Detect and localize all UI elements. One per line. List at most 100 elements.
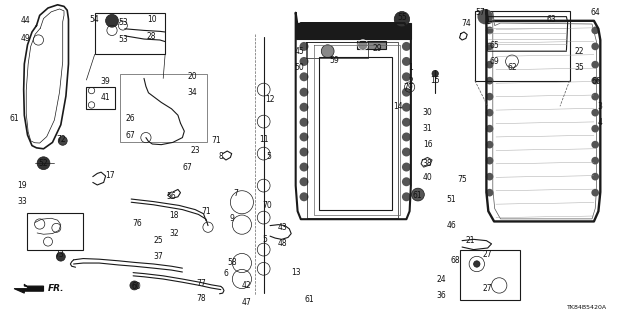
Circle shape [591, 61, 599, 68]
Text: 11: 11 [260, 135, 269, 144]
Text: 4: 4 [597, 118, 602, 127]
Circle shape [486, 189, 493, 196]
Circle shape [486, 43, 493, 50]
Text: 63: 63 [547, 15, 557, 24]
Text: 51: 51 [446, 196, 456, 204]
Circle shape [402, 88, 411, 97]
Text: 61: 61 [304, 295, 314, 304]
Text: 3: 3 [597, 102, 602, 111]
Text: 74: 74 [461, 20, 471, 28]
Circle shape [402, 42, 411, 51]
Text: 14: 14 [393, 102, 403, 111]
Circle shape [477, 9, 493, 24]
Text: 10: 10 [147, 15, 157, 24]
Text: 71: 71 [211, 136, 221, 145]
Text: 28: 28 [147, 32, 156, 41]
Circle shape [300, 132, 308, 141]
Circle shape [474, 261, 480, 267]
Text: 47: 47 [241, 298, 252, 307]
Circle shape [412, 188, 424, 201]
Text: 79: 79 [403, 84, 413, 92]
Circle shape [56, 252, 65, 261]
Text: 18: 18 [170, 212, 179, 220]
Circle shape [300, 192, 308, 201]
Text: 6: 6 [223, 269, 228, 278]
Text: 2: 2 [408, 77, 413, 86]
Text: 5: 5 [262, 236, 267, 244]
Text: 68: 68 [451, 256, 461, 265]
Circle shape [591, 43, 599, 50]
Circle shape [486, 109, 493, 116]
Text: 76: 76 [132, 220, 143, 228]
Text: 24: 24 [436, 275, 447, 284]
Text: 34: 34 [187, 88, 197, 97]
Circle shape [486, 77, 493, 84]
Circle shape [591, 173, 599, 180]
Circle shape [432, 70, 438, 77]
Text: 15: 15 [430, 76, 440, 85]
Text: 12: 12 [266, 95, 275, 104]
Text: 41: 41 [100, 93, 111, 102]
Circle shape [486, 157, 493, 164]
Circle shape [37, 157, 50, 170]
Text: 48: 48 [278, 239, 288, 248]
Text: 75: 75 [457, 175, 467, 184]
Text: 60: 60 [131, 282, 141, 291]
Text: 57: 57 [475, 8, 485, 17]
Circle shape [591, 93, 599, 100]
Text: 78: 78 [196, 294, 207, 303]
Text: 61: 61 [412, 191, 422, 200]
Circle shape [486, 61, 493, 68]
Text: 73: 73 [54, 250, 65, 259]
Bar [27, 213, 83, 250]
Text: 70: 70 [262, 201, 273, 210]
Circle shape [402, 177, 411, 186]
Bar [319, 57, 392, 210]
Text: 45: 45 [294, 47, 305, 56]
Circle shape [300, 103, 308, 112]
Circle shape [106, 14, 118, 27]
Text: 58: 58 [227, 258, 237, 267]
Text: 7: 7 [233, 189, 238, 198]
Circle shape [591, 141, 599, 148]
Text: 30: 30 [422, 108, 433, 117]
Bar [296, 23, 411, 39]
Text: 62: 62 [507, 63, 517, 72]
Circle shape [130, 281, 139, 290]
Text: 56: 56 [166, 192, 177, 201]
Text: 55: 55 [397, 13, 407, 22]
Text: 16: 16 [422, 140, 433, 149]
Text: 35: 35 [574, 63, 584, 72]
Circle shape [486, 141, 493, 148]
Bar [357, 41, 386, 49]
Text: 50: 50 [294, 63, 305, 72]
Text: 27: 27 [483, 284, 493, 293]
Text: 71: 71 [201, 207, 211, 216]
Text: 66: 66 [591, 77, 602, 86]
Text: 26: 26 [125, 114, 135, 123]
Circle shape [486, 27, 493, 34]
Text: 67: 67 [125, 132, 135, 140]
Circle shape [300, 57, 308, 66]
Text: 59: 59 [329, 56, 339, 65]
Circle shape [402, 163, 411, 172]
Circle shape [402, 57, 411, 66]
Circle shape [402, 118, 411, 127]
Circle shape [394, 12, 410, 27]
Text: 42: 42 [241, 281, 252, 290]
Bar [120, 74, 207, 142]
Text: 40: 40 [422, 173, 433, 182]
Text: 64: 64 [590, 8, 600, 17]
Circle shape [402, 192, 411, 201]
Bar [475, 11, 570, 81]
Text: 20: 20 [187, 72, 197, 81]
Text: 25: 25 [154, 236, 164, 245]
Text: 38: 38 [422, 159, 433, 168]
Text: 5: 5 [266, 152, 271, 161]
Circle shape [591, 189, 599, 196]
Text: 54: 54 [89, 15, 99, 24]
Text: 13: 13 [291, 268, 301, 277]
Circle shape [300, 148, 308, 156]
Text: 36: 36 [436, 291, 447, 300]
Text: 67: 67 [182, 164, 193, 172]
